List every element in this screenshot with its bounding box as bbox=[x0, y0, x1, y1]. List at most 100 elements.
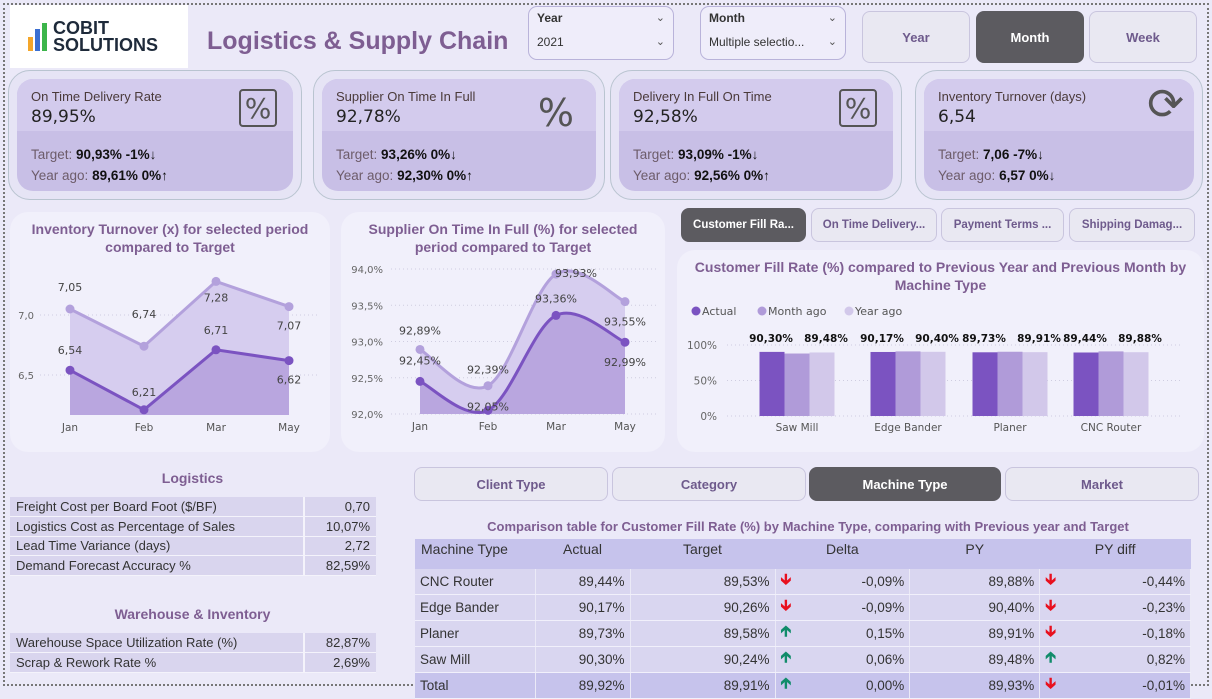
dimension-tab[interactable]: Category bbox=[612, 467, 806, 501]
data-point bbox=[483, 405, 493, 415]
dimension-tab[interactable]: Client Type bbox=[414, 467, 608, 501]
chevron-down-icon[interactable]: ⌄ bbox=[827, 12, 837, 24]
arrow-up-icon: ↑ bbox=[161, 168, 168, 183]
py-diff-cell: -0,44% bbox=[1063, 569, 1191, 595]
kpi-name: Inventory Turnover (days) bbox=[938, 89, 1087, 104]
kpi-target-delta: -7% bbox=[1013, 147, 1038, 162]
bar bbox=[1073, 352, 1099, 416]
slicer-value[interactable]: 2021 bbox=[537, 35, 564, 49]
data-label: 93,36% bbox=[535, 292, 577, 305]
logo-text-1: COBIT bbox=[53, 17, 109, 38]
slicer-value[interactable]: Multiple selectio... bbox=[709, 35, 805, 49]
kpi-target-line: Target: 93,26% 0%↓ bbox=[336, 147, 457, 162]
arrow-down-icon: 🡳 bbox=[1045, 623, 1057, 640]
py-cell: 89,91% bbox=[909, 620, 1041, 647]
metric-value: 82,59% bbox=[302, 555, 376, 576]
y-tick-label: 6,5 bbox=[18, 371, 34, 382]
kpi-target-line: Target: 90,93% -1%↓ bbox=[31, 147, 156, 162]
chart-title: Supplier On Time In Full (%) for selecte… bbox=[368, 221, 638, 255]
metric-value: 82,87% bbox=[303, 633, 376, 653]
column-header[interactable]: Delta bbox=[775, 539, 910, 569]
chevron-down-icon[interactable]: ⌄ bbox=[827, 36, 837, 48]
series-line bbox=[69, 279, 290, 349]
period-week-button[interactable]: Week bbox=[1089, 11, 1197, 63]
x-tick-label: CNC Router bbox=[1081, 422, 1142, 434]
kpi-target-delta: -1% bbox=[727, 147, 752, 162]
machine-type-cell: CNC Router bbox=[415, 569, 536, 595]
dimension-tab[interactable]: Market bbox=[1005, 467, 1199, 501]
data-point bbox=[65, 304, 75, 314]
table-row: Saw Mill 90,30% 90,24% 🡱 0,06% 89,48% 🡱 … bbox=[415, 646, 1191, 673]
table-row: Total 89,92% 89,91% 🡱 0,00% 89,93% 🡳 -0,… bbox=[415, 672, 1191, 699]
table-row: Scrap & Rework Rate % 2,69% bbox=[10, 652, 376, 673]
legend-label: Actual bbox=[702, 305, 736, 318]
warehouse-title: Warehouse & Inventory bbox=[114, 606, 271, 622]
inventory-turnover-chart: Inventory Turnover (x) for selected peri… bbox=[10, 212, 330, 452]
chevron-down-icon[interactable]: ⌄ bbox=[655, 36, 665, 48]
py-diff-cell: -0,01% bbox=[1063, 672, 1191, 699]
y-tick-label: 7,0 bbox=[18, 311, 34, 322]
py-diff-cell: 0,82% bbox=[1063, 646, 1191, 673]
kpi-year-delta: 0% bbox=[446, 168, 467, 183]
bar bbox=[895, 351, 921, 416]
month-slicer[interactable]: Month ⌄ Multiple selectio... ⌄ bbox=[700, 6, 846, 60]
kpi-value: 92,78% bbox=[336, 107, 401, 127]
chevron-down-icon[interactable]: ⌄ bbox=[655, 12, 665, 24]
metric-tab[interactable]: Payment Terms ... bbox=[941, 208, 1064, 242]
arrow-down-icon: ↓ bbox=[149, 147, 157, 162]
legend-marker bbox=[757, 306, 767, 316]
data-label: 93,93% bbox=[555, 267, 597, 280]
arrow-down-icon: ↓ bbox=[1048, 168, 1056, 183]
kpi-value: 6,54 bbox=[938, 107, 976, 127]
column-header[interactable]: Target bbox=[630, 539, 775, 569]
year-slicer[interactable]: Year ⌄ 2021 ⌄ bbox=[528, 6, 674, 60]
comparison-title: Comparison table for Customer Fill Rate … bbox=[487, 519, 1129, 534]
y-tick-label: 93,5% bbox=[351, 301, 383, 312]
py-diff-cell: -0,18% bbox=[1063, 620, 1191, 647]
metric-tab[interactable]: On Time Delivery... bbox=[811, 208, 937, 242]
data-label: 89,44% bbox=[1063, 333, 1107, 345]
x-tick-label: Edge Bander bbox=[874, 422, 942, 434]
metric-tab[interactable]: Shipping Damag... bbox=[1069, 208, 1195, 242]
chart-title: Customer Fill Rate (%) compared to Previ… bbox=[694, 259, 1187, 293]
period-month-button[interactable]: Month bbox=[976, 11, 1084, 63]
kpi-value: 89,95% bbox=[31, 107, 96, 127]
warehouse-table: Warehouse Space Utilization Rate (%) 82,8… bbox=[10, 633, 376, 673]
py-cell: 89,48% bbox=[909, 646, 1041, 673]
series-area bbox=[70, 349, 289, 415]
kpi-target-delta: -1% bbox=[125, 147, 150, 162]
data-label: 6,21 bbox=[132, 386, 157, 399]
data-label: 90,17% bbox=[860, 333, 904, 345]
data-point bbox=[620, 337, 630, 347]
metric-tab[interactable]: Customer Fill Ra... bbox=[681, 208, 806, 242]
data-point bbox=[284, 356, 294, 366]
actual-cell: 90,30% bbox=[535, 646, 631, 673]
column-header[interactable]: Actual bbox=[535, 539, 630, 569]
delta-cell: -0,09% bbox=[799, 569, 911, 595]
machine-type-cell: Edge Bander bbox=[415, 594, 536, 621]
percent-icon: % bbox=[537, 91, 574, 135]
label: Year ago: bbox=[31, 168, 89, 183]
delta-cell: 0,00% bbox=[799, 672, 911, 699]
kpi-year-ago: 92,30% bbox=[397, 168, 443, 183]
bar bbox=[972, 352, 998, 416]
column-header[interactable]: PY diff bbox=[1039, 539, 1191, 569]
data-label: 7,05 bbox=[58, 281, 83, 294]
kpi-year-ago: 92,56% bbox=[694, 168, 740, 183]
kpi-year-ago-line: Year ago: 92,56% 0%↑ bbox=[633, 168, 770, 183]
column-header[interactable]: PY bbox=[909, 539, 1040, 569]
data-point bbox=[284, 302, 294, 312]
data-label: 89,73% bbox=[962, 333, 1006, 345]
table-row: CNC Router 89,44% 89,53% 🡳 -0,09% 89,88%… bbox=[415, 569, 1191, 595]
column-header[interactable]: Machine Type bbox=[415, 539, 535, 569]
label: Target: bbox=[336, 147, 378, 162]
kpi-target-line: Target: 7,06 -7%↓ bbox=[938, 147, 1044, 162]
percent-box-icon: % bbox=[839, 89, 877, 127]
y-tick-label: 92,0% bbox=[351, 410, 383, 421]
target-cell: 90,24% bbox=[630, 646, 776, 673]
kpi-year-ago-line: Year ago: 6,57 0%↓ bbox=[938, 168, 1055, 183]
data-point bbox=[415, 376, 425, 386]
dimension-tab[interactable]: Machine Type bbox=[809, 467, 1001, 501]
period-year-button[interactable]: Year bbox=[862, 11, 970, 63]
data-label: 6,74 bbox=[132, 308, 157, 321]
